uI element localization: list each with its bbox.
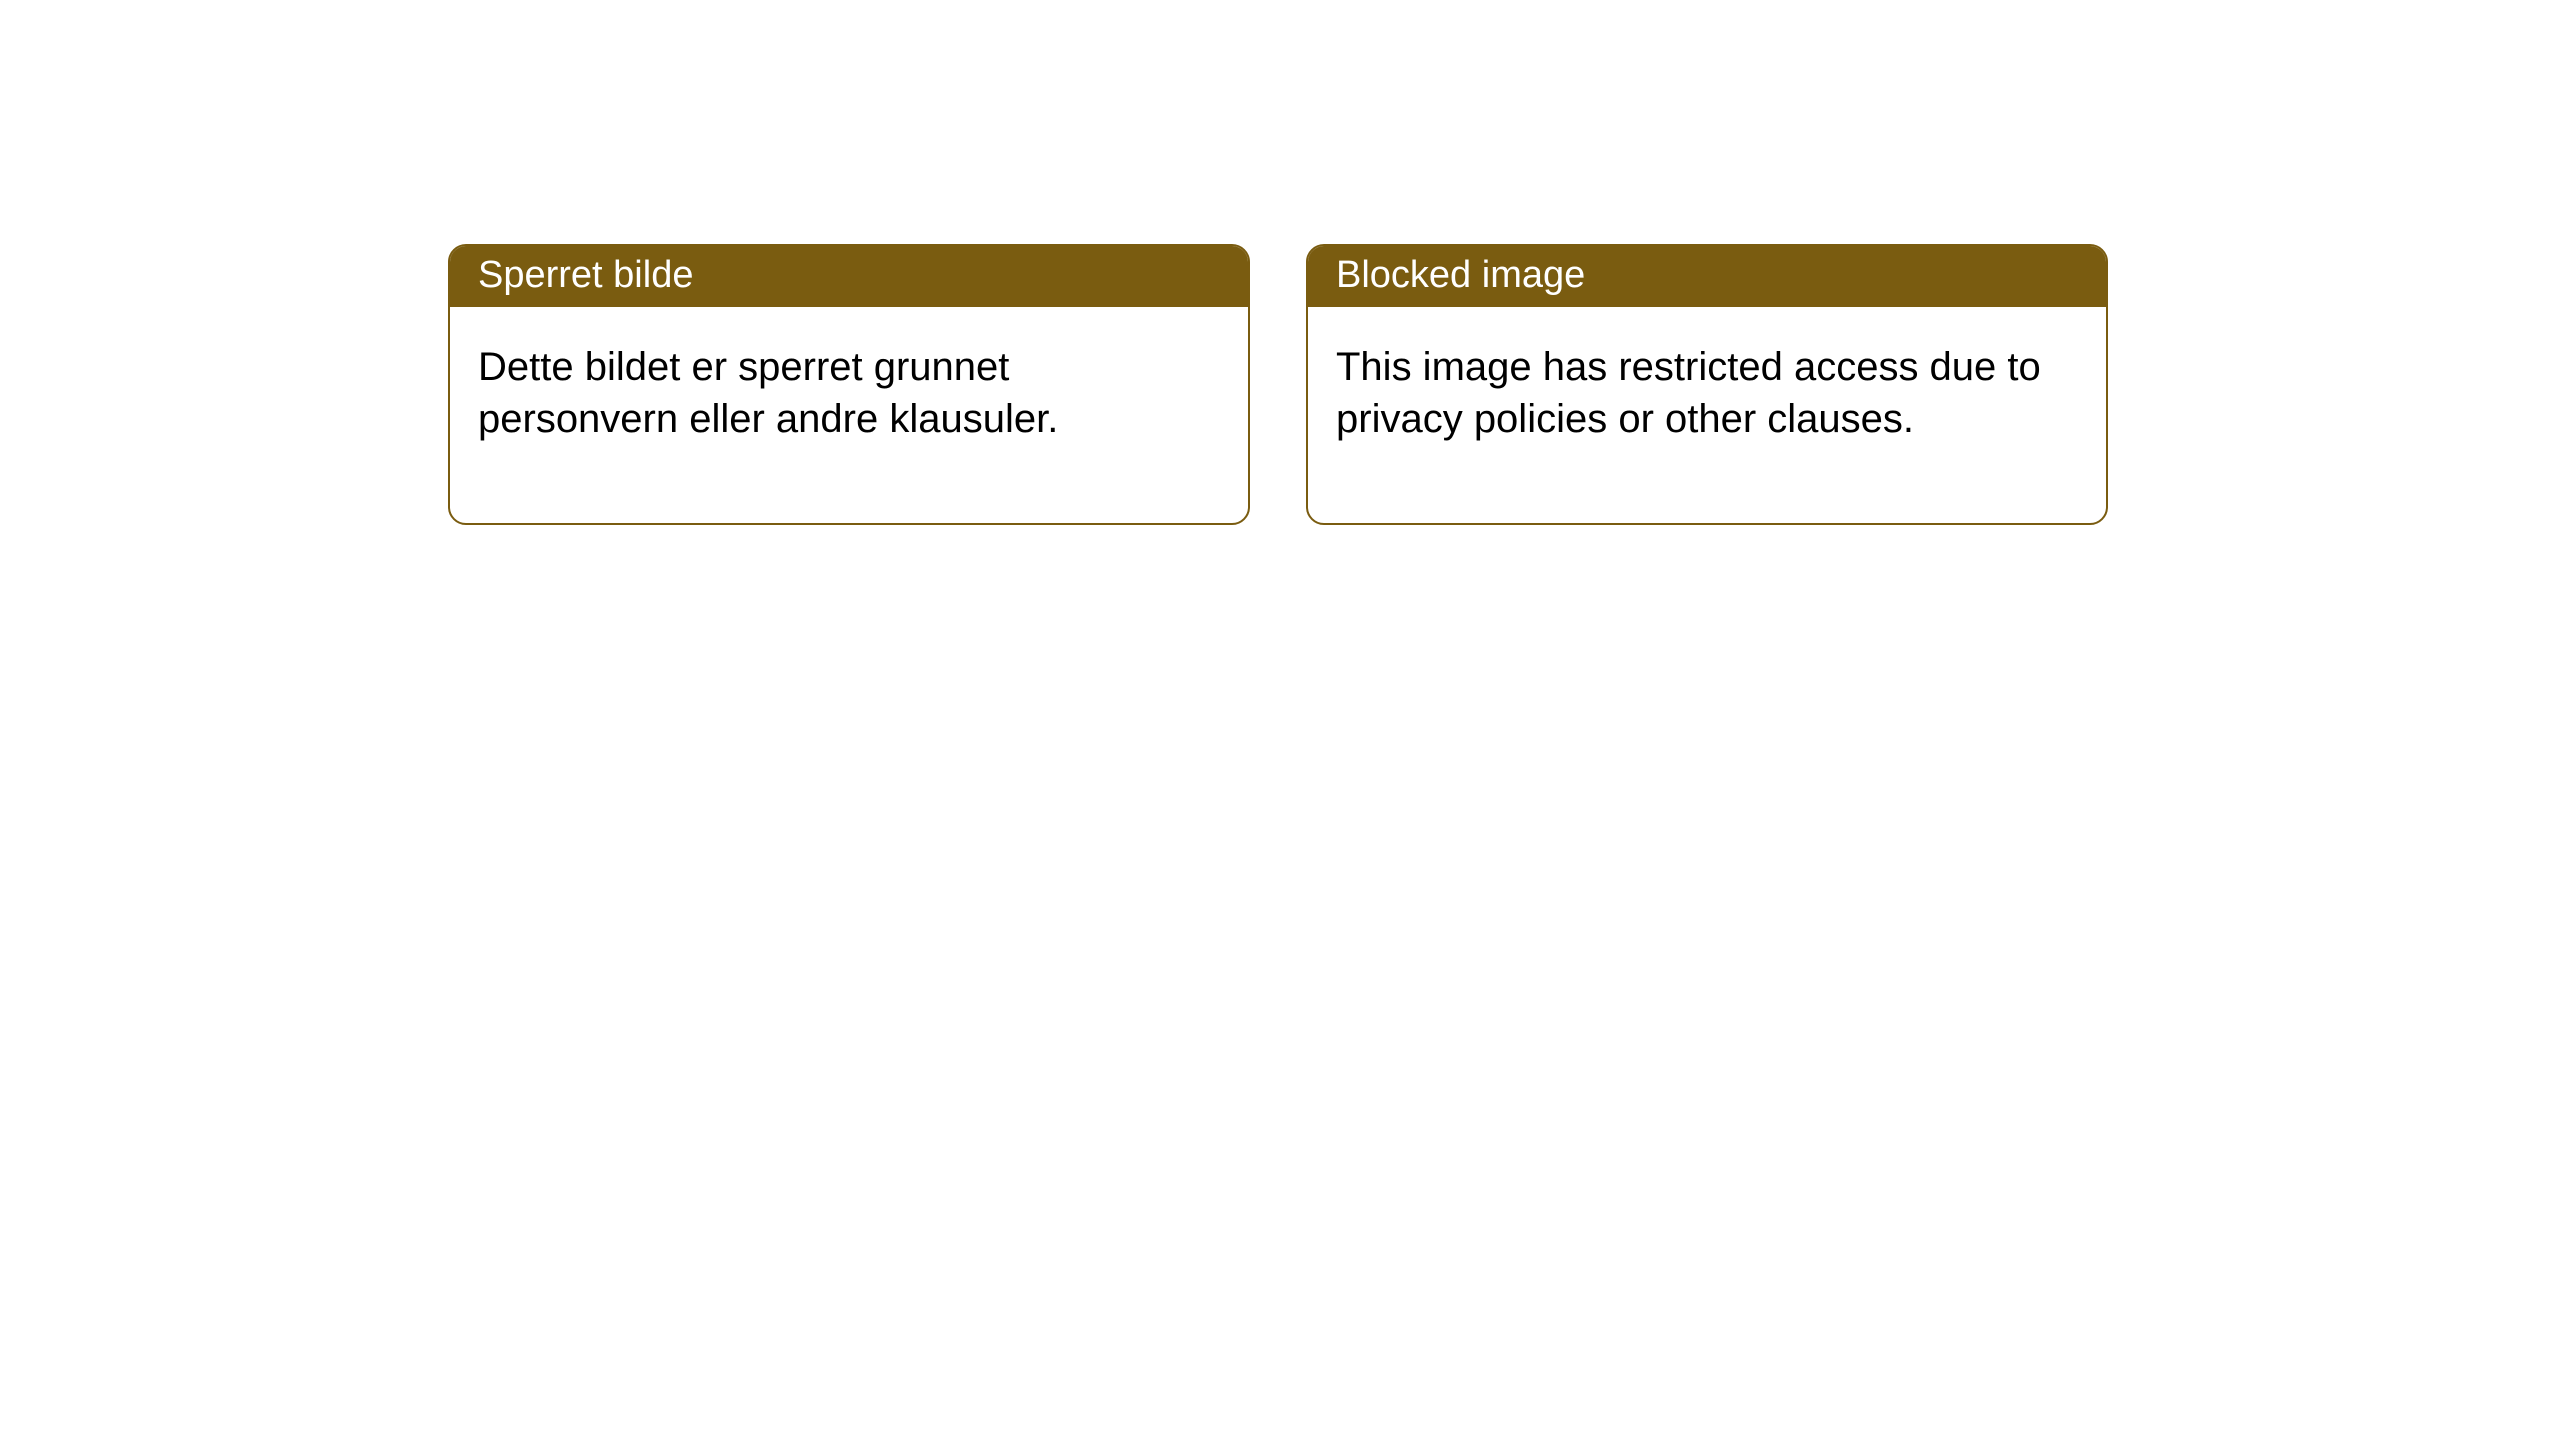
- notice-container: Sperret bilde Dette bildet er sperret gr…: [0, 0, 2560, 525]
- notice-card-norwegian: Sperret bilde Dette bildet er sperret gr…: [448, 244, 1250, 525]
- notice-body: Dette bildet er sperret grunnet personve…: [450, 307, 1248, 523]
- notice-card-english: Blocked image This image has restricted …: [1306, 244, 2108, 525]
- notice-body: This image has restricted access due to …: [1308, 307, 2106, 523]
- notice-header: Sperret bilde: [450, 246, 1248, 307]
- notice-header: Blocked image: [1308, 246, 2106, 307]
